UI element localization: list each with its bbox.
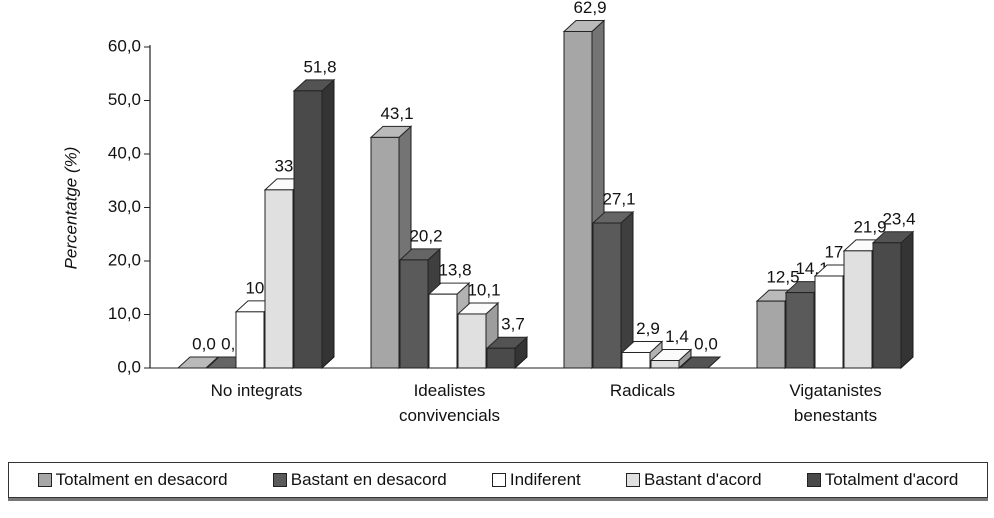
bar	[650, 360, 680, 369]
legend-swatch	[491, 473, 506, 487]
bar	[428, 293, 458, 369]
legend-item: Bastant en desacord	[272, 470, 447, 490]
value-label: 27,1	[602, 189, 635, 208]
bar	[756, 300, 786, 369]
bar	[235, 311, 265, 369]
legend-swatch	[37, 473, 52, 487]
bar	[814, 275, 844, 369]
legend-item: Indiferent	[491, 470, 581, 490]
bar	[563, 30, 593, 369]
bar	[621, 351, 651, 369]
x-tick-label: Vigatanistes benestants	[789, 381, 882, 425]
y-tick-label: 0,0	[117, 357, 141, 376]
value-label: 3,7	[501, 315, 525, 334]
value-label: 21,9	[853, 217, 886, 236]
y-tick-label: 60,0	[108, 36, 141, 55]
x-tick-label: Idealistes convivencials	[398, 381, 501, 425]
legend-item: Bastant d'acord	[625, 470, 762, 490]
y-tick-label: 30,0	[108, 197, 141, 216]
bar-side	[900, 230, 914, 370]
x-tick-label: No integrats	[210, 381, 303, 400]
value-label: 2,9	[636, 319, 660, 338]
legend-label: Bastant en desacord	[290, 470, 447, 489]
bar	[399, 259, 429, 369]
legend-label: Totalment en desacord	[55, 470, 228, 489]
bar	[872, 242, 902, 369]
value-label: 20,2	[409, 226, 442, 245]
value-label: 0,0	[192, 334, 216, 353]
value-label: 13,8	[438, 261, 471, 280]
bar	[785, 292, 815, 369]
x-tick-label: Radicals	[609, 381, 676, 400]
bar	[592, 222, 622, 369]
bar-top	[678, 356, 722, 369]
legend-item: Totalment en desacord	[37, 470, 228, 490]
bar-top	[176, 356, 220, 369]
chart: Percentatge (%) 0,0 10,0 20,0 30,0 40,0 50,0 6…	[61, 0, 915, 376]
bar	[843, 250, 873, 369]
legend-label: Indiferent	[509, 470, 581, 489]
bar	[264, 189, 294, 369]
legend-item: Totalment d'acord	[806, 470, 959, 490]
legend-label: Totalment d'acord	[824, 470, 959, 489]
legend-label: Bastant d'acord	[643, 470, 762, 489]
y-tick-label: 10,0	[108, 304, 141, 323]
value-label: 10,1	[467, 280, 500, 299]
bar	[457, 313, 487, 369]
legend-swatch	[272, 473, 287, 487]
value-label: 62,9	[573, 0, 606, 17]
bar	[370, 136, 400, 369]
value-label: 0,0	[694, 334, 718, 353]
y-axis-label: Percentatge (%)	[61, 147, 80, 270]
legend-swatch	[806, 473, 821, 487]
value-label: 51,8	[303, 57, 336, 76]
bar	[293, 90, 323, 369]
value-label: 12,5	[766, 268, 799, 287]
legend-swatch	[625, 473, 640, 487]
legend: Totalment en desacord Bastant en desacord…	[8, 462, 988, 498]
value-label: 43,1	[380, 104, 413, 123]
y-tick-label: 50,0	[108, 90, 141, 109]
bar	[486, 347, 516, 369]
y-tick-label: 40,0	[108, 143, 141, 162]
bar-side	[321, 78, 335, 370]
value-label: 1,4	[665, 327, 689, 346]
y-tick-label: 20,0	[108, 250, 141, 269]
value-label: 23,4	[882, 209, 915, 228]
